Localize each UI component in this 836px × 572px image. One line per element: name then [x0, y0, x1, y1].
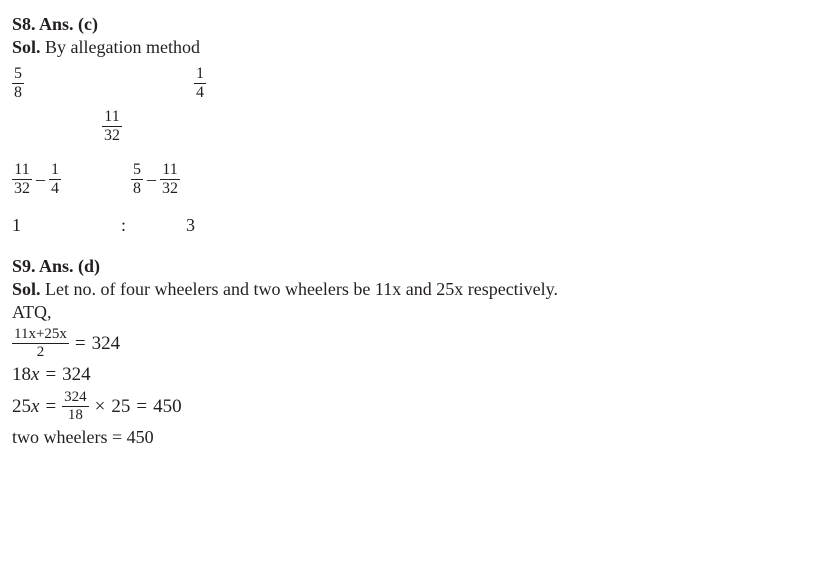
s8-top-right-den: 4 — [194, 84, 206, 101]
s8-ratio-left: 1 — [12, 215, 21, 236]
s9-eq3: 25x = 324 18 × 25 = 450 — [12, 390, 824, 423]
s9-intro-text: Let no. of four wheelers and two wheeler… — [41, 279, 559, 299]
s8-sol-label: Sol. — [12, 37, 41, 57]
s9-eq1-lhs-frac: 11x+25x 2 — [12, 327, 69, 360]
s8-middle-row: 11 32 — [12, 109, 824, 144]
s8-top-right-frac: 1 4 — [194, 66, 206, 101]
s9-eq3-result: 450 — [153, 396, 182, 418]
s9-atq-text: ATQ, — [12, 302, 52, 322]
s8-ratio-right: 3 — [186, 215, 195, 236]
s8-solution-line: Sol. By allegation method — [12, 37, 824, 58]
s9-atq: ATQ, — [12, 302, 824, 323]
s9-eq1: 11x+25x 2 = 324 — [12, 327, 824, 360]
s9-eq1-rhs: 324 — [92, 333, 121, 355]
s9-final-text: two wheelers = 450 — [12, 427, 154, 447]
s9-final-line: two wheelers = 450 — [12, 427, 824, 448]
s9-eq1-equals: = — [75, 333, 86, 355]
s8-bottom-left-expr: 11 32 – 1 4 — [12, 158, 61, 197]
s9-eq3-frac: 324 18 — [62, 390, 89, 423]
s8-br-b-den: 32 — [160, 180, 180, 197]
s8-bl-b-den: 4 — [49, 180, 61, 197]
s9-eq2-lhs: 18x — [12, 364, 39, 386]
s8-heading: S8. Ans. (c) — [12, 14, 824, 35]
s8-br-a-num: 5 — [131, 162, 143, 180]
s9-eq1-lhs-num: 11x+25x — [12, 327, 69, 344]
s9-eq1-lhs-den: 2 — [12, 344, 69, 360]
s8-middle-den: 32 — [102, 127, 122, 144]
s8-ratio-colon: : — [121, 215, 126, 236]
s9-eq2-equals: = — [45, 364, 56, 386]
s8-top-left-frac: 5 8 — [12, 66, 24, 101]
s9-eq2: 18x = 324 — [12, 364, 824, 386]
s9-sol-label: Sol. — [12, 279, 41, 299]
s8-ratio-row: 1 : 3 — [12, 215, 824, 236]
s8-top-left-num: 5 — [12, 66, 24, 84]
s8-top-right-num: 1 — [194, 66, 206, 84]
s8-bottom-right-expr: 5 8 – 11 32 — [131, 158, 180, 197]
s8-br-a-den: 8 — [131, 180, 143, 197]
s9-eq3-frac-num: 324 — [62, 390, 89, 407]
s9-eq2-rhs: 324 — [62, 364, 91, 386]
s9-heading: S9. Ans. (d) — [12, 256, 824, 277]
s9-eq3-equals2: = — [136, 396, 147, 418]
s8-heading-text: S8. Ans. (c) — [12, 14, 98, 34]
s8-middle-num: 11 — [102, 109, 122, 127]
s8-top-row: 5 8 1 4 — [12, 66, 824, 101]
s9-eq3-times: × — [95, 396, 106, 418]
s8-middle-frac: 11 32 — [102, 109, 122, 144]
s9-eq3-lhs: 25x — [12, 396, 39, 418]
s9-solution-line: Sol. Let no. of four wheelers and two wh… — [12, 279, 824, 300]
s8-bottom-row: 11 32 – 1 4 5 8 – 11 32 — [12, 158, 824, 197]
s8-bl-a-den: 32 — [12, 180, 32, 197]
s9-eq3-frac-den: 18 — [62, 407, 89, 423]
s9-eq3-equals1: = — [45, 396, 56, 418]
s8-top-left-den: 8 — [12, 84, 24, 101]
s8-bl-a-num: 11 — [12, 162, 32, 180]
s8-bl-b-num: 1 — [49, 162, 61, 180]
s9-eq3-mult: 25 — [111, 396, 130, 418]
s8-bl-minus: – — [36, 169, 45, 190]
s8-br-minus: – — [147, 169, 156, 190]
s8-method-text: By allegation method — [41, 37, 200, 57]
s9-heading-text: S9. Ans. (d) — [12, 256, 100, 276]
s8-br-b-num: 11 — [160, 162, 180, 180]
